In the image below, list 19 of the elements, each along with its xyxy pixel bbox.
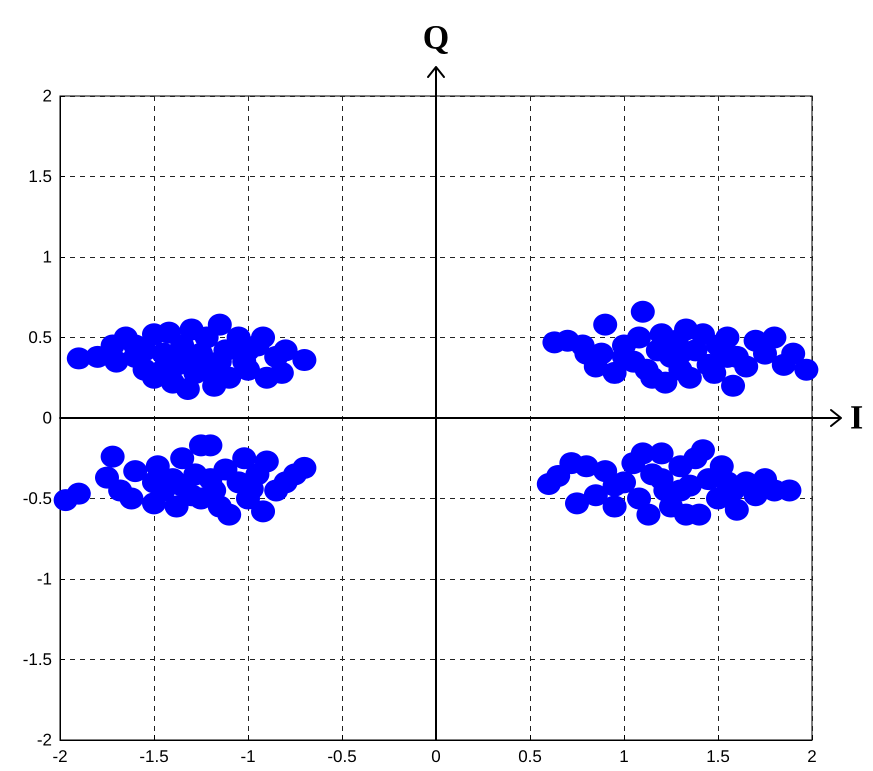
- y-tick-label: 2: [42, 86, 52, 106]
- y-tick-label: 0.5: [28, 328, 52, 347]
- x-tick-label: 1: [619, 747, 629, 766]
- x-tick-label: -1: [240, 747, 256, 766]
- x-tick-label: -1.5: [139, 747, 169, 766]
- x-tick-label: 0: [431, 747, 441, 766]
- y-tick-label: 0: [42, 408, 52, 428]
- x-axis-title: I: [850, 400, 864, 436]
- x-tick-label: -0.5: [327, 747, 357, 766]
- y-tick-label: 1.5: [28, 167, 52, 186]
- y-tick-label: -1.5: [22, 650, 52, 669]
- y-tick-label: 1: [42, 248, 52, 266]
- y-axis-title: Q: [422, 20, 450, 56]
- y-tick-label: -1: [36, 570, 52, 588]
- x-tick-label: 1.5: [706, 747, 730, 766]
- y-tick-label: -2: [36, 730, 52, 750]
- x-tick-label: 2: [807, 747, 817, 766]
- x-tick-label: 0.5: [518, 747, 542, 766]
- y-tick-label: -0.5: [22, 489, 52, 508]
